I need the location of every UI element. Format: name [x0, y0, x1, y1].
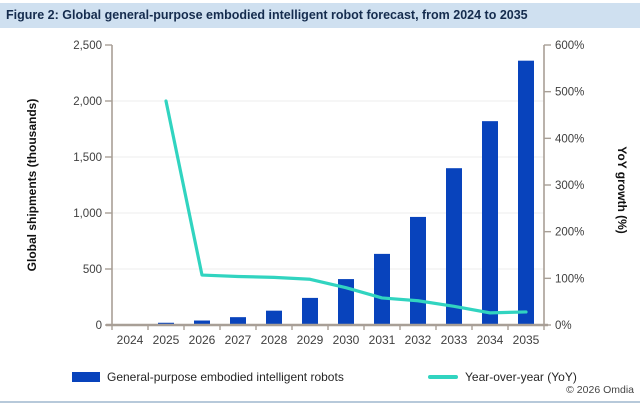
bar-2035 — [518, 60, 534, 326]
bottom-border — [0, 401, 640, 403]
x-category-label: 2032 — [405, 333, 432, 347]
copyright-note: © 2026 Omdia — [566, 384, 634, 396]
right-tick-label: 300% — [555, 180, 584, 192]
left-tick-label: 500 — [83, 264, 102, 276]
right-tick-label: 0% — [555, 320, 572, 332]
x-category-label: 2033 — [441, 333, 468, 347]
x-category-label: 2027 — [225, 333, 252, 347]
x-category-label: 2030 — [333, 333, 360, 347]
left-tick-label: 2,000 — [73, 96, 102, 108]
legend-item-yoy: Year-over-year (YoY) — [428, 366, 577, 388]
x-category-label: 2034 — [477, 333, 504, 347]
x-category-label: 2035 — [513, 333, 540, 347]
bar-2027 — [230, 317, 246, 325]
left-tick-label: 0 — [96, 320, 102, 332]
left-tick-label: 1,500 — [73, 152, 102, 164]
line-swatch-icon — [428, 375, 458, 379]
right-tick-label: 500% — [555, 87, 584, 99]
bar-2033 — [446, 168, 462, 325]
legend-label-yoy: Year-over-year (YoY) — [465, 370, 577, 384]
x-category-label: 2025 — [153, 333, 180, 347]
legend-label-shipments: General-purpose embodied intelligent rob… — [107, 370, 344, 384]
right-axis-title: YoY growth (%) — [615, 146, 629, 234]
bar-2030 — [338, 279, 354, 325]
bar-2026 — [194, 320, 210, 325]
bar-2029 — [302, 297, 318, 325]
bar-swatch-icon — [72, 372, 100, 382]
right-tick-label: 200% — [555, 227, 584, 239]
left-tick-label: 2,500 — [73, 40, 102, 52]
bar-2031 — [374, 253, 390, 325]
left-axis-title: Global shipments (thousands) — [25, 99, 39, 272]
x-category-label: 2029 — [297, 333, 324, 347]
bar-2032 — [410, 216, 426, 325]
figure-title: Figure 2: Global general-purpose embodie… — [0, 3, 640, 28]
x-category-label: 2028 — [261, 333, 288, 347]
legend-item-shipments: General-purpose embodied intelligent rob… — [72, 366, 344, 388]
x-category-label: 2026 — [189, 333, 216, 347]
x-category-label: 2031 — [369, 333, 396, 347]
right-tick-label: 600% — [555, 40, 584, 52]
right-tick-label: 100% — [555, 273, 584, 285]
right-tick-label: 400% — [555, 133, 584, 145]
x-category-label: 2024 — [117, 333, 144, 347]
bar-2034 — [482, 121, 498, 325]
left-tick-label: 1,000 — [73, 208, 102, 220]
chart-legend: General-purpose embodied intelligent rob… — [0, 366, 640, 388]
yoy-line — [164, 99, 528, 315]
bar-2028 — [266, 310, 282, 325]
